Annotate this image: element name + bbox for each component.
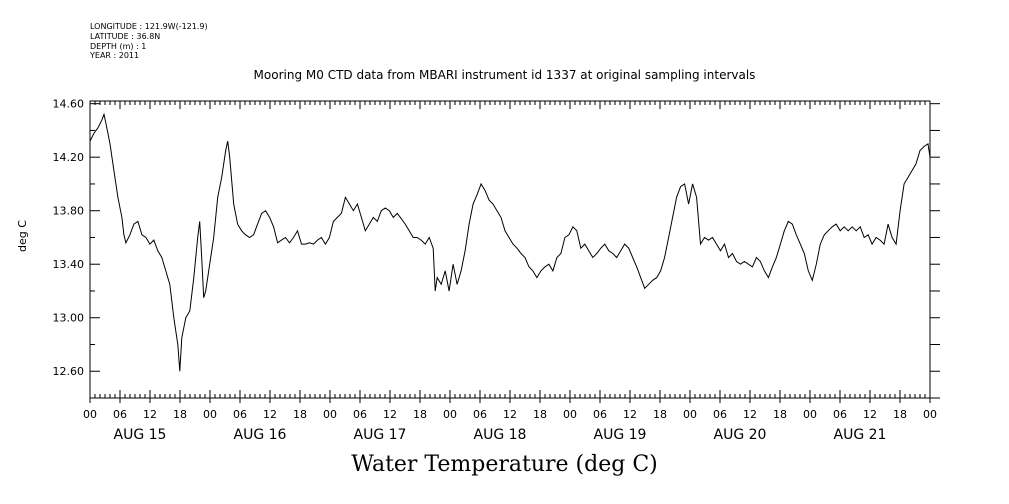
x-hour-label: 12 bbox=[623, 408, 637, 421]
x-hour-label: 06 bbox=[713, 408, 727, 421]
x-day-label: AUG 15 bbox=[114, 427, 167, 443]
x-hour-label: 06 bbox=[593, 408, 607, 421]
x-hour-label: 12 bbox=[743, 408, 757, 421]
x-day-label: AUG 20 bbox=[714, 427, 767, 443]
x-hour-label: 06 bbox=[233, 408, 247, 421]
x-hour-label: 18 bbox=[893, 408, 907, 421]
x-hour-label: 18 bbox=[413, 408, 427, 421]
y-axis-label: deg C bbox=[16, 220, 29, 252]
x-hour-label: 00 bbox=[923, 408, 937, 421]
x-hour-label: 00 bbox=[563, 408, 577, 421]
x-hour-label: 12 bbox=[383, 408, 397, 421]
x-hour-label: 12 bbox=[863, 408, 877, 421]
y-tick-label: 12.60 bbox=[53, 365, 85, 378]
y-tick-label: 13.00 bbox=[53, 312, 85, 325]
y-tick-label: 14.60 bbox=[53, 98, 85, 111]
variable-title: Water Temperature (deg C) bbox=[351, 452, 658, 477]
water-temperature-line bbox=[89, 112, 931, 372]
x-hour-label: 12 bbox=[263, 408, 277, 421]
plot-frame bbox=[89, 100, 931, 399]
latitude-text: LATITUDE : 36.8N bbox=[90, 31, 161, 41]
x-hour-label: 00 bbox=[803, 408, 817, 421]
x-hour-label: 18 bbox=[173, 408, 187, 421]
x-hour-label: 00 bbox=[443, 408, 457, 421]
x-day-label: AUG 16 bbox=[234, 427, 287, 443]
y-tick-label: 13.40 bbox=[53, 258, 85, 271]
x-hour-label: 00 bbox=[203, 408, 217, 421]
x-hour-label: 18 bbox=[773, 408, 787, 421]
x-hour-label: 06 bbox=[113, 408, 127, 421]
x-day-label: AUG 18 bbox=[474, 427, 527, 443]
x-day-label: AUG 21 bbox=[834, 427, 887, 443]
x-hour-label: 00 bbox=[83, 408, 97, 421]
x-hour-label: 18 bbox=[293, 408, 307, 421]
station-metadata: LONGITUDE : 121.9W(-121.9) LATITUDE : 36… bbox=[90, 22, 208, 61]
axes: 12.60 13.00 13.40 13.80 14.20 14.60 00 06 12 18 00… bbox=[53, 98, 940, 443]
x-hour-label: 18 bbox=[533, 408, 547, 421]
y-tick-label: 13.80 bbox=[53, 205, 85, 218]
x-hour-label: 00 bbox=[683, 408, 697, 421]
x-day-label: AUG 19 bbox=[594, 427, 647, 443]
x-hour-label: 06 bbox=[353, 408, 367, 421]
longitude-text: LONGITUDE : 121.9W(-121.9) bbox=[90, 22, 208, 31]
chart-title: Mooring M0 CTD data from MBARI instrumen… bbox=[253, 68, 756, 82]
x-hour-label: 06 bbox=[833, 408, 847, 421]
x-hour-label: 06 bbox=[473, 408, 487, 421]
x-day-label: AUG 17 bbox=[354, 427, 407, 443]
x-hour-label: 12 bbox=[143, 408, 157, 421]
x-hour-label: 18 bbox=[653, 408, 667, 421]
depth-text: DEPTH (m) : 1 bbox=[90, 41, 147, 51]
x-hour-label: 12 bbox=[503, 408, 517, 421]
y-tick-label: 14.20 bbox=[53, 151, 85, 164]
year-text: YEAR : 2011 bbox=[90, 51, 140, 61]
x-hour-label: 00 bbox=[323, 408, 337, 421]
